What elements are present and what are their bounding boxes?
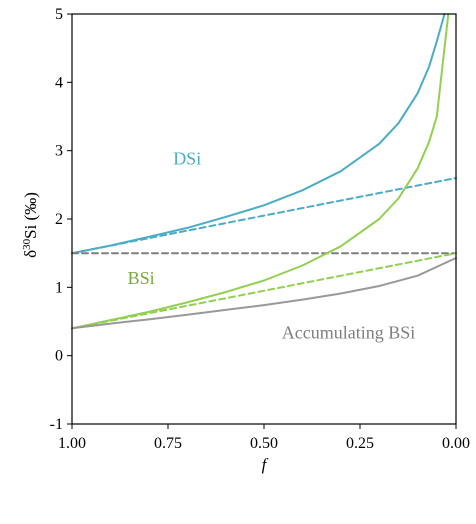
y-tick-label: -1 xyxy=(50,416,63,433)
plot-frame xyxy=(71,13,457,425)
series-line-solid xyxy=(71,13,446,255)
annotation-layer: DSi BSi Accumulating BSi xyxy=(128,148,416,342)
series-line-dashed xyxy=(71,252,457,330)
x-tick-label: 0.75 xyxy=(154,435,182,452)
series-annotation: DSi xyxy=(173,148,201,168)
x-axis-title: f xyxy=(262,455,269,474)
x-tick-label: 1.00 xyxy=(58,435,86,452)
y-axis-ticks: -1 0 1 2 3 4 5 xyxy=(50,6,72,433)
series-layer xyxy=(71,13,457,330)
y-tick-label: 0 xyxy=(55,348,63,365)
series-line-dashed xyxy=(71,177,457,255)
y-tick-label: 5 xyxy=(55,6,63,23)
x-tick-label: 0.25 xyxy=(346,435,374,452)
series-annotation: Accumulating BSi xyxy=(282,323,416,343)
y-axis-title-superscript: 30 xyxy=(21,238,33,250)
x-tick-label: 0.50 xyxy=(250,435,278,452)
y-tick-label: 2 xyxy=(55,211,63,228)
x-axis-ticks: 1.00 0.75 0.50 0.25 0.00 xyxy=(58,424,470,452)
y-tick-label: 4 xyxy=(55,74,63,91)
y-axis-title: δ30Si (‰) xyxy=(21,192,40,258)
y-tick-label: 1 xyxy=(55,279,63,296)
y-axis-title-delta: δ xyxy=(21,250,40,258)
series-line-solid xyxy=(71,257,457,330)
x-tick-label: 0.00 xyxy=(442,435,470,452)
y-axis-title-rest: Si (‰) xyxy=(21,192,40,239)
series-line-solid xyxy=(71,13,450,330)
y-tick-label: 3 xyxy=(55,143,63,160)
series-annotation: BSi xyxy=(128,268,155,288)
